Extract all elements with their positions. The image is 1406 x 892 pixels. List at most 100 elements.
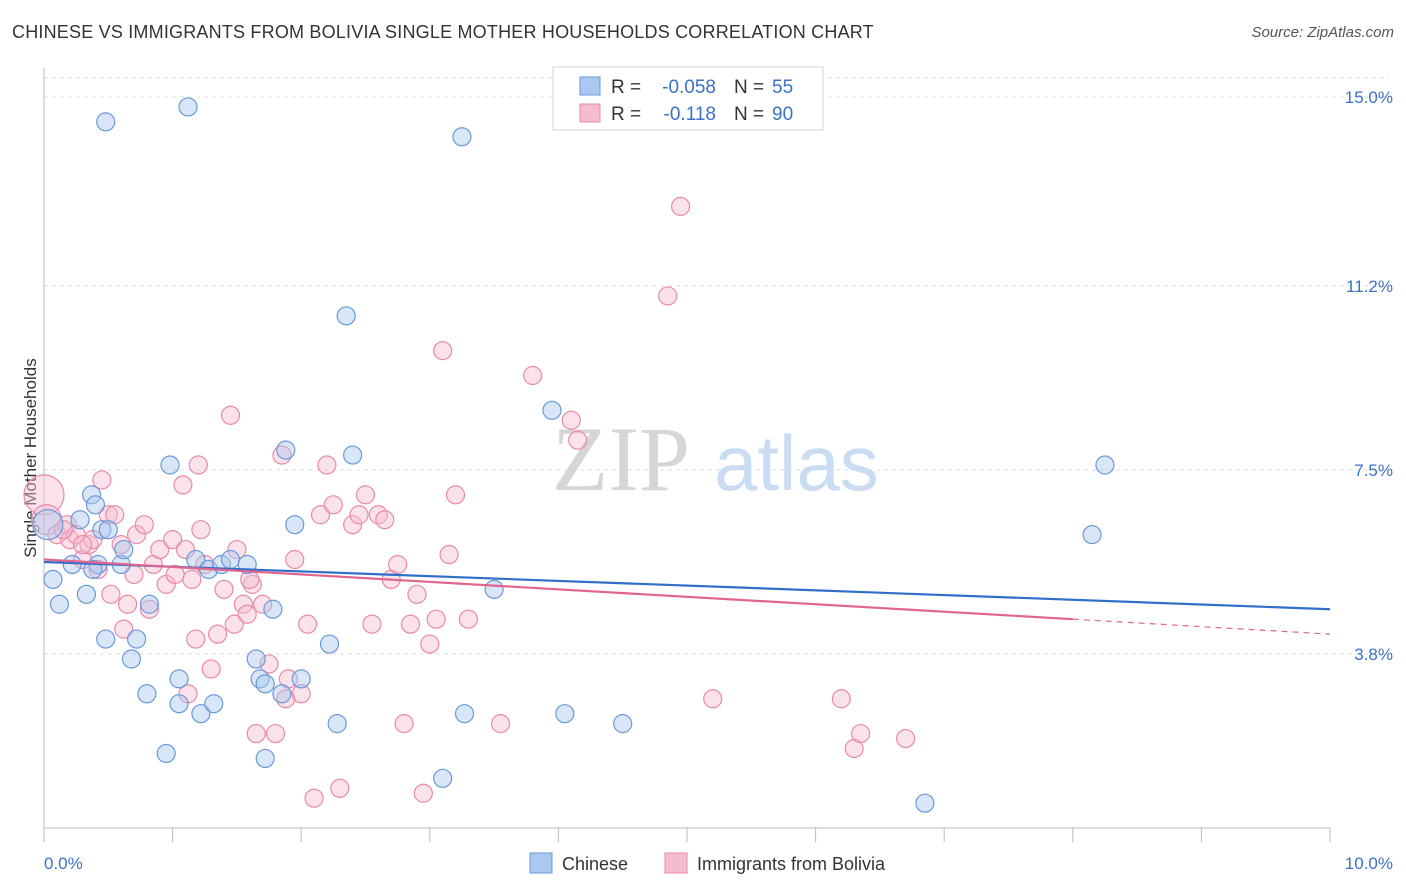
chinese-point-14 — [121, 649, 142, 669]
chinese-point-48 — [915, 793, 935, 813]
chinese-point-35 — [291, 669, 311, 689]
bolivia-point-25 — [173, 475, 193, 495]
chinese-point-45 — [542, 400, 562, 420]
bottom-legend-bolivia: Immigrants from Bolivia — [697, 854, 886, 874]
chinese-point-52 — [139, 594, 160, 614]
bolivia-point-70 — [439, 544, 459, 565]
chinese-point-2 — [49, 594, 70, 614]
chinese-point-49 — [1082, 525, 1102, 545]
bolivia-point-67 — [420, 634, 440, 654]
chinese-point-6 — [81, 485, 102, 505]
chinese-point-46 — [555, 704, 575, 724]
chinese-point-31 — [272, 684, 292, 704]
legend-swatch-chinese — [579, 76, 601, 96]
chinese-point-29 — [255, 748, 275, 769]
bolivia-point-86 — [191, 520, 211, 540]
chinese-point-41 — [484, 579, 504, 599]
axes — [43, 68, 1331, 842]
bolivia-point-14 — [114, 619, 134, 639]
bolivia-point-57 — [355, 485, 376, 505]
legend-r-label-2: R = — [611, 104, 641, 125]
bolivia-point-39 — [237, 604, 257, 624]
source-label: Source: ZipAtlas.com — [1251, 24, 1394, 41]
chinese-point-39 — [343, 445, 363, 465]
chart-title: CHINESE VS IMMIGRANTS FROM BOLIVIA SINGL… — [12, 22, 874, 42]
bolivia-point-41 — [253, 594, 273, 614]
watermark-atlas: atlas — [714, 419, 879, 507]
bolivia-point-43 — [265, 723, 286, 744]
chinese-point-30 — [263, 599, 283, 619]
bolivia-point-73 — [490, 714, 511, 734]
bolivia-point-78 — [670, 196, 691, 217]
chinese-point-16 — [137, 684, 157, 704]
bolivia-point-19 — [139, 599, 160, 619]
legend-r-value-2: -0.118 — [664, 104, 716, 125]
bolivia-point-59 — [368, 505, 388, 525]
chinese-point-40 — [452, 127, 472, 147]
bolivia-point-52 — [317, 455, 337, 475]
bolivia-point-60 — [375, 510, 395, 530]
bolivia-point-23 — [163, 530, 183, 550]
chinese-point-3 — [62, 554, 82, 575]
y-tick-label-3: 15.0% — [1345, 88, 1393, 107]
bolivia-trend-line — [43, 558, 1073, 621]
bolivia-point-62 — [388, 554, 408, 575]
chinese-point-4 — [70, 510, 90, 530]
x-tick-label-left: 0.0% — [44, 854, 83, 873]
legend-n-label-1: N = — [734, 77, 764, 98]
bolivia-point-26 — [175, 539, 196, 560]
bottom-legend: Chinese Immigrants from Bolivia — [529, 852, 886, 874]
chinese-point-15 — [126, 629, 147, 649]
bolivia-point-77 — [658, 286, 678, 306]
bolivia-point-17 — [126, 525, 147, 545]
bolivia-point-68 — [426, 609, 446, 629]
bolivia-point-89 — [246, 723, 266, 744]
chinese-point-37 — [327, 714, 347, 734]
chinese-point-33 — [285, 515, 305, 535]
chinese-point-44 — [454, 704, 475, 724]
chinese-point-11 — [98, 520, 118, 540]
bolivia-point-65 — [407, 584, 427, 604]
bolivia-point-80 — [831, 689, 851, 709]
legend-r-value-1: -0.058 — [662, 77, 716, 98]
bolivia-point-21 — [150, 539, 170, 560]
bolivia-point-76 — [568, 430, 588, 450]
bolivia-point-74 — [523, 365, 543, 386]
bolivia-point-35 — [220, 405, 241, 425]
bolivia-point-33 — [208, 624, 228, 644]
y-tick-label-1: 7.5% — [1354, 461, 1393, 480]
legend: R = -0.058 N = 55 R = -0.118 N = 90 — [552, 66, 824, 131]
bolivia-point-75 — [561, 410, 581, 430]
bolivia-point-28 — [182, 569, 202, 590]
y-axis-title: Single Mother Households — [21, 358, 40, 557]
bolivia-point-72 — [458, 609, 478, 629]
bolivia-point-10 — [92, 470, 112, 490]
bolivia-point-37 — [227, 539, 247, 560]
bolivia-point-82 — [851, 723, 871, 744]
bolivia-point-40 — [242, 574, 262, 594]
bolivia-point-42 — [259, 654, 279, 674]
bolivia-point-63 — [394, 714, 414, 734]
y-tick-labels: 3.8% 7.5% 11.2% 15.0% — [1345, 88, 1393, 664]
bolivia-point-64 — [400, 614, 421, 634]
bolivia-point-69 — [433, 341, 453, 361]
bolivia-point-47 — [285, 549, 305, 570]
chinese-point-25 — [220, 549, 241, 570]
watermark: ZIP atlas — [552, 408, 879, 510]
chinese-point-27 — [246, 649, 266, 669]
bolivia-point-4 — [60, 530, 80, 550]
chinese-point-9 — [92, 520, 112, 540]
bolivia-point-12 — [101, 584, 121, 604]
chinese-point-21 — [191, 704, 211, 724]
chinese-point-42 — [96, 112, 116, 132]
legend-r-label-1: R = — [611, 77, 641, 98]
bolivia-point-50 — [304, 788, 324, 808]
chinese-point-1 — [43, 569, 63, 590]
chinese-point-43 — [178, 97, 198, 117]
chinese-point-23 — [204, 694, 224, 714]
bolivia-point-18 — [134, 515, 154, 535]
series-bolivia-points — [23, 196, 916, 808]
bolivia-point-53 — [323, 495, 343, 515]
bolivia-point-71 — [445, 485, 466, 505]
